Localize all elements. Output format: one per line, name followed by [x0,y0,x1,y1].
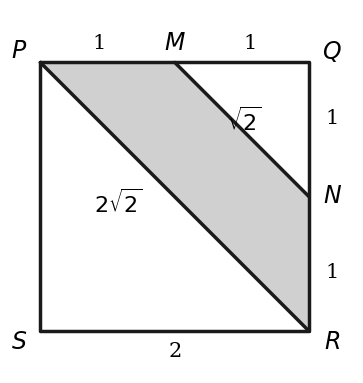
Text: 2: 2 [168,342,182,361]
Text: $2\sqrt{2}$: $2\sqrt{2}$ [94,189,143,218]
Text: $P$: $P$ [11,40,27,63]
Text: $\sqrt{2}$: $\sqrt{2}$ [228,107,262,136]
Text: 1: 1 [325,263,339,282]
Text: $Q$: $Q$ [322,39,342,64]
Text: $S$: $S$ [11,331,27,354]
Text: 1: 1 [325,110,339,128]
Text: 1: 1 [93,34,106,53]
Text: 1: 1 [243,34,257,53]
Text: $M$: $M$ [164,32,185,55]
Text: $R$: $R$ [324,331,340,354]
Polygon shape [40,62,309,331]
Text: $N$: $N$ [323,185,342,208]
